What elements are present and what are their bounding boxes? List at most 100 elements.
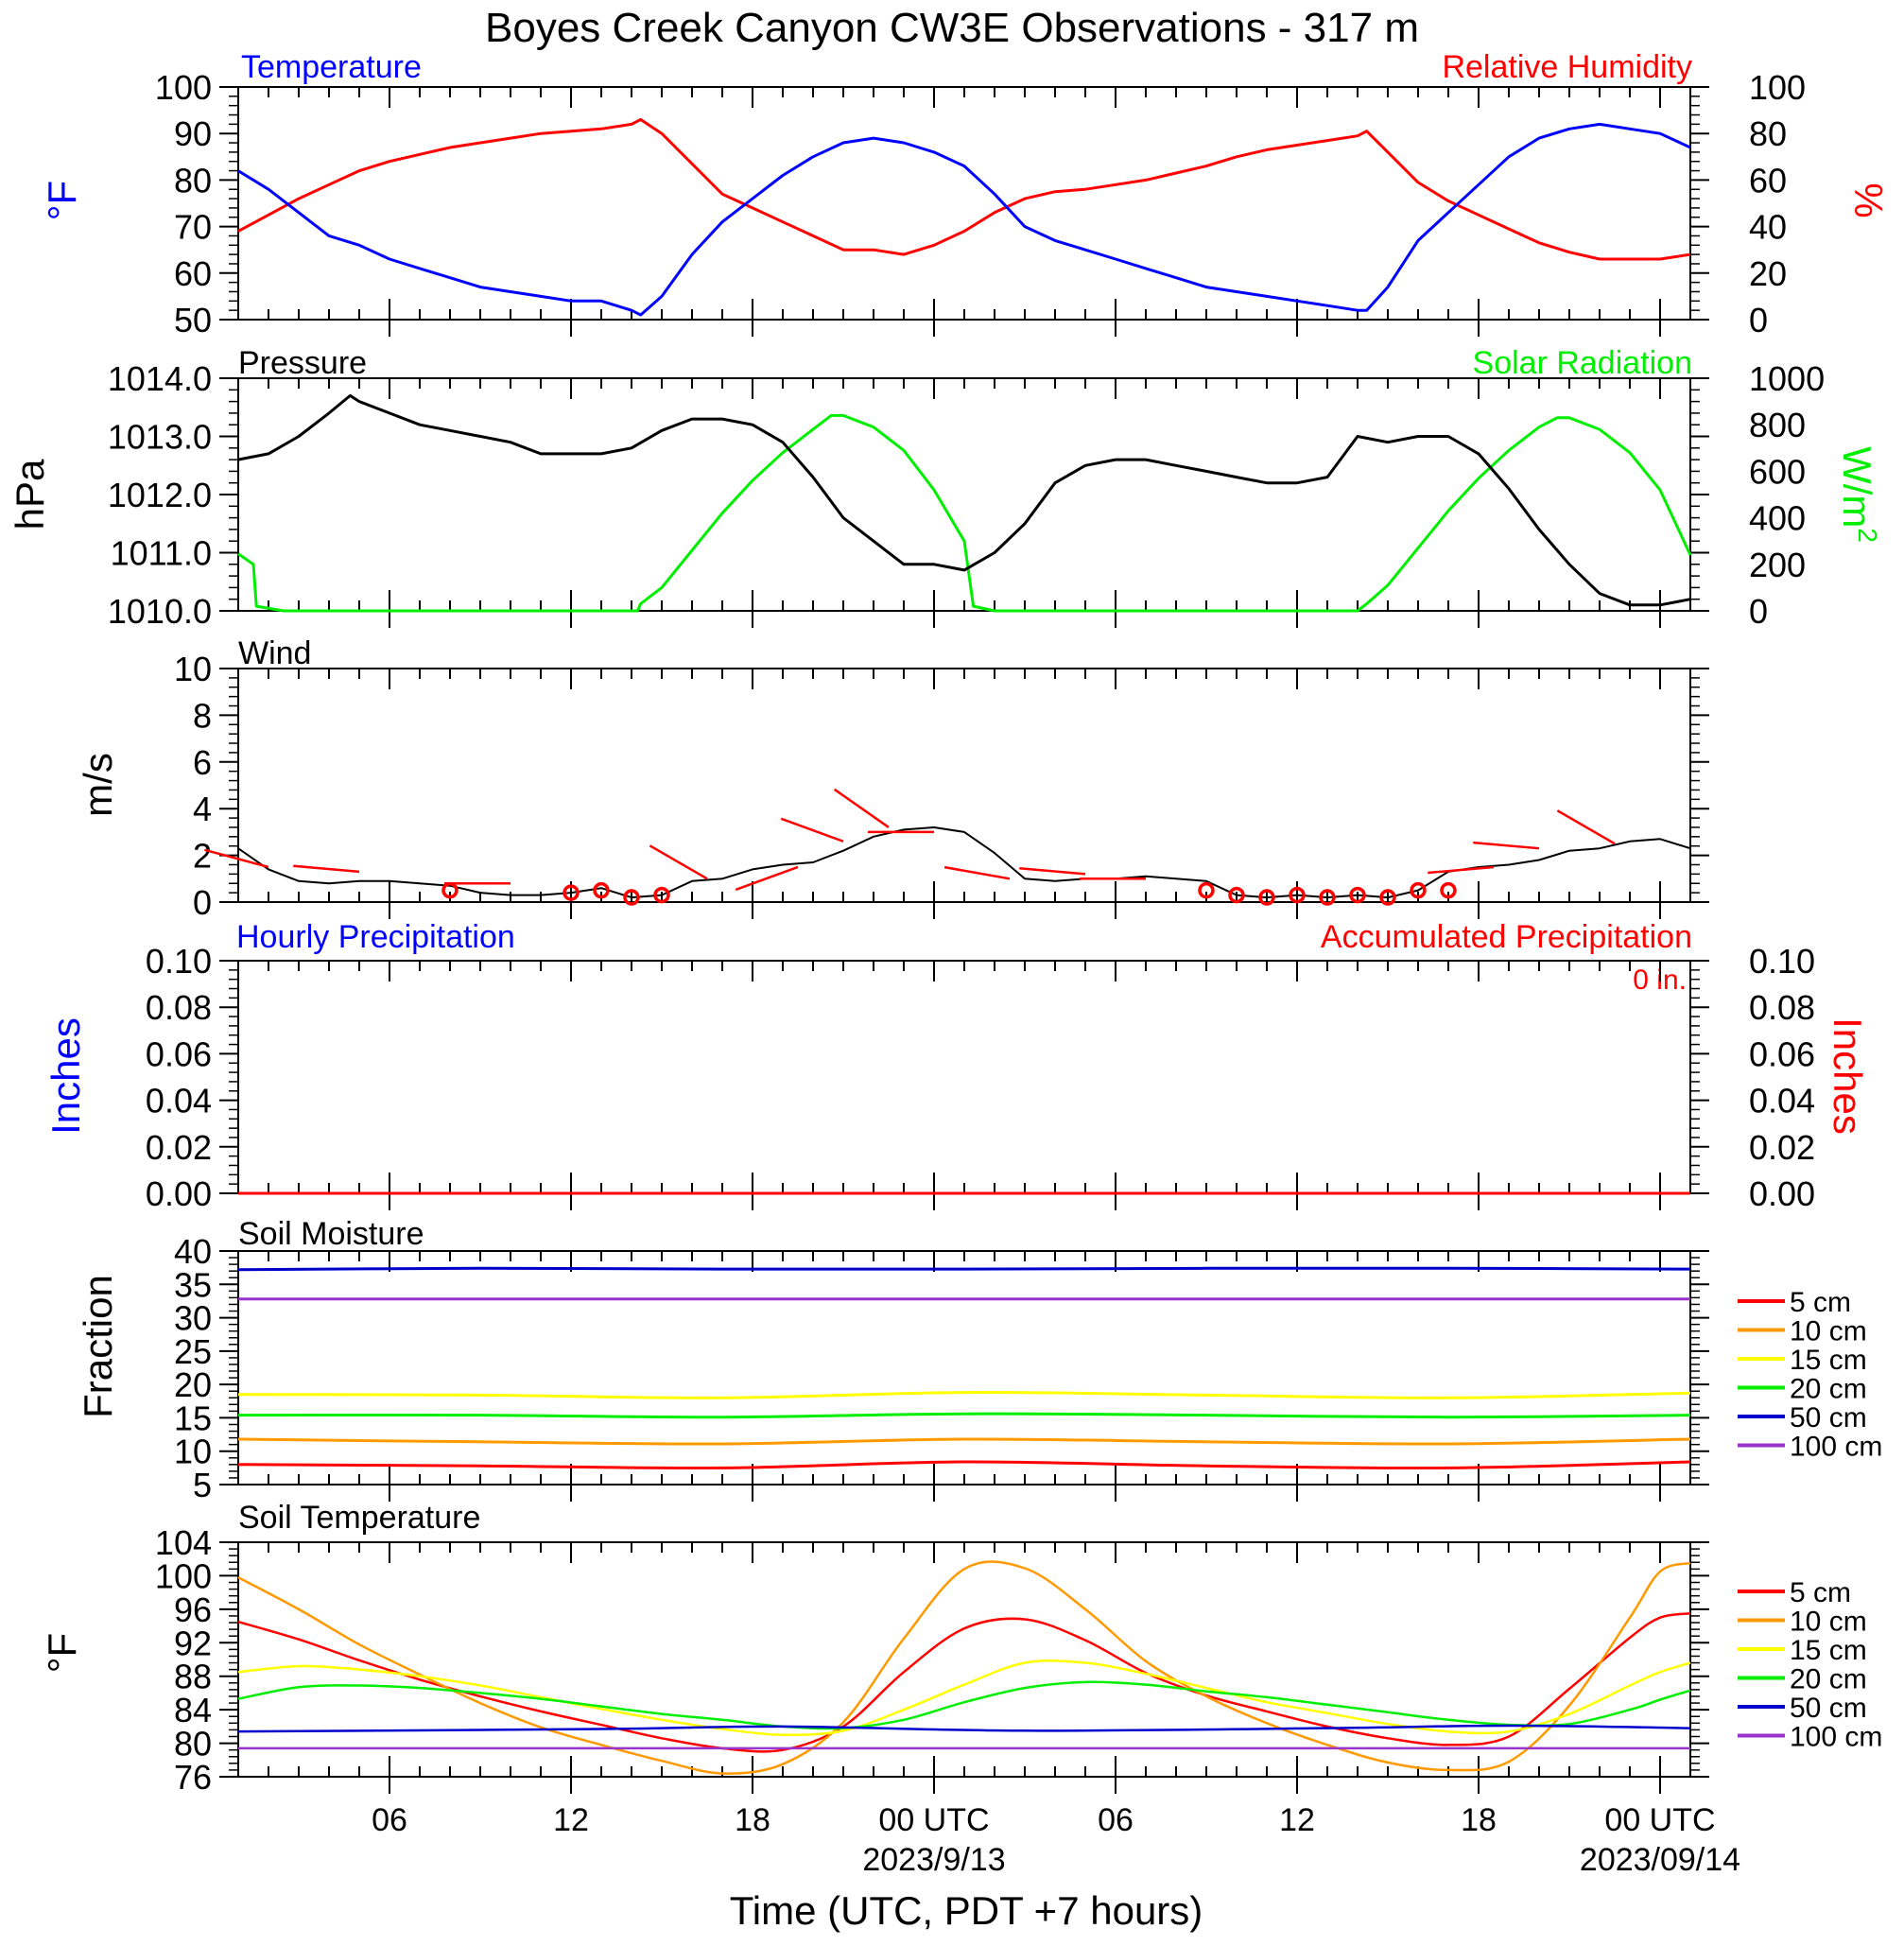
y-tick-label-left: 30 [174, 1299, 212, 1338]
accumulated-precip-title: Accumulated Precipitation [1321, 919, 1692, 955]
wind-barb [833, 788, 890, 828]
y-tick-label-left: 0.00 [146, 1174, 212, 1213]
soil-temperature-title: Soil Temperature [238, 1500, 480, 1536]
y-tick-label-left: 10 [174, 650, 212, 688]
temperature-line [237, 122, 1691, 317]
legend-label: 15 cm [1790, 1635, 1867, 1666]
y-tick-label-left: 80 [174, 161, 212, 200]
y-tick-label-left: 0.02 [146, 1128, 212, 1167]
y-tick-label-left: 8 [193, 696, 212, 735]
x-tick-label: 06 [1098, 1802, 1134, 1838]
x-tick-label: 12 [1279, 1802, 1315, 1838]
y-tick-label-left: 90 [174, 114, 212, 153]
soil-temperature-line [237, 1680, 1691, 1730]
figure-title: Boyes Creek Canyon CW3E Observations - 3… [485, 5, 1419, 51]
wind-title: Wind [238, 635, 311, 671]
plot-frame [237, 668, 1691, 903]
pressure-title: Pressure [238, 345, 367, 381]
y-tick-label-left: 88 [174, 1658, 212, 1696]
solar-axis-label: W/m2 [1835, 446, 1882, 543]
x-tick-label: 18 [1461, 1802, 1497, 1838]
plot-frame [237, 1541, 1691, 1778]
calm-wind-circle [563, 884, 580, 901]
legend-label: 10 cm [1790, 1607, 1867, 1638]
temp-rh-lines [237, 117, 1691, 317]
humidity-title: Relative Humidity [1442, 49, 1692, 85]
legend-label: 20 cm [1790, 1664, 1867, 1695]
legend-label: 100 cm [1790, 1722, 1882, 1753]
x-tick-label: 06 [372, 1802, 407, 1838]
x-tick-label: 00 UTC [878, 1802, 989, 1838]
x-tick-label: 00 UTC [1604, 1802, 1715, 1838]
y-tick-label-right: 100 [1749, 68, 1806, 107]
y-tick-label-right: 0 [1749, 301, 1768, 339]
calm-wind-circle [1319, 889, 1336, 906]
y-tick-label-right: 80 [1749, 114, 1787, 153]
y-tick-label-left: 1012.0 [108, 476, 212, 514]
y-tick-label-left: 104 [155, 1523, 212, 1562]
temperature-title: Temperature [241, 49, 422, 85]
wind-barb [1019, 867, 1086, 876]
calm-wind-circle [1410, 881, 1427, 899]
wind-barb [649, 844, 708, 880]
y-tick-label-right: 200 [1749, 546, 1806, 584]
y-tick-label-left: 100 [155, 1556, 212, 1595]
plot-frame [237, 1250, 1691, 1486]
humidity-line [237, 117, 1691, 261]
y-tick-label-right: 0.04 [1749, 1082, 1815, 1121]
x-tick-label: 18 [735, 1802, 770, 1838]
y-tick-label-left: 70 [174, 208, 212, 247]
y-tick-label-left: 0.10 [146, 942, 212, 981]
y-tick-label-left: 1013.0 [108, 418, 212, 457]
calm-wind-circle [1349, 886, 1366, 904]
pressure-solar-axes: 1010.0 1011.0 1012.0 1013.0 1014.0 0 200 400 600… [108, 359, 1825, 631]
y-tick-label-left: 25 [174, 1332, 212, 1371]
time-axis-tick-labels: 06 12 18 00 UTC 2023/9/13 06 12 18 00 UTC 2023/09… [372, 1802, 1740, 1878]
wind-barb [1473, 841, 1540, 850]
hourly-precip-axis-label: Inches [43, 1017, 88, 1135]
panel-temperature-humidity: Temperature Relative Humidity °F % 50 60 7… [40, 49, 1891, 339]
y-tick-label-left: 4 [193, 790, 212, 828]
y-tick-label-left: 0 [193, 883, 212, 922]
legend-label: 10 cm [1790, 1316, 1867, 1347]
calm-wind-circle [1379, 889, 1396, 906]
soil-temperature-line [237, 1560, 1691, 1775]
temperature-axis-label: °F [40, 181, 84, 220]
wind-barb [204, 848, 269, 869]
y-tick-label-left: 10 [174, 1433, 212, 1471]
soil-moisture-line [237, 1437, 1691, 1446]
calm-wind-circle [623, 889, 640, 906]
panel-pressure-solar: Pressure Solar Radiation hPa W/m2 1010.0… [8, 345, 1882, 631]
calm-wind-circle [1440, 881, 1457, 899]
y-tick-label-left: 15 [174, 1399, 212, 1437]
y-tick-label-left: 92 [174, 1624, 212, 1662]
y-tick-label-right: 60 [1749, 161, 1787, 200]
y-tick-label-right: 0.10 [1749, 942, 1815, 981]
plot-frame [237, 377, 1691, 612]
calm-wind-circle [653, 886, 670, 904]
wind-barb [780, 817, 844, 843]
y-tick-label-left: 60 [174, 254, 212, 293]
hourly-precip-title: Hourly Precipitation [236, 919, 515, 955]
soil-moisture-lines [237, 1266, 1691, 1470]
soil-moisture-axis-label: Fraction [76, 1275, 120, 1418]
y-tick-label-left: 76 [174, 1758, 212, 1797]
soil-moisture-line [237, 1412, 1691, 1419]
y-tick-label-left: 1014.0 [108, 359, 212, 398]
calm-wind-circle [441, 881, 459, 899]
solar-axis-unit: W/m [1835, 446, 1879, 528]
y-tick-label-left: 96 [174, 1590, 212, 1629]
soil-temperature-line [237, 1724, 1691, 1733]
soil-moisture-line [237, 1266, 1691, 1272]
wind-barb [293, 864, 360, 874]
y-tick-label-left: 0.04 [146, 1082, 212, 1121]
y-tick-label-right: 20 [1749, 254, 1787, 293]
y-tick-label-right: 0.02 [1749, 1128, 1815, 1167]
y-tick-label-left: 1011.0 [111, 534, 212, 573]
legend-label: 5 cm [1790, 1287, 1851, 1318]
